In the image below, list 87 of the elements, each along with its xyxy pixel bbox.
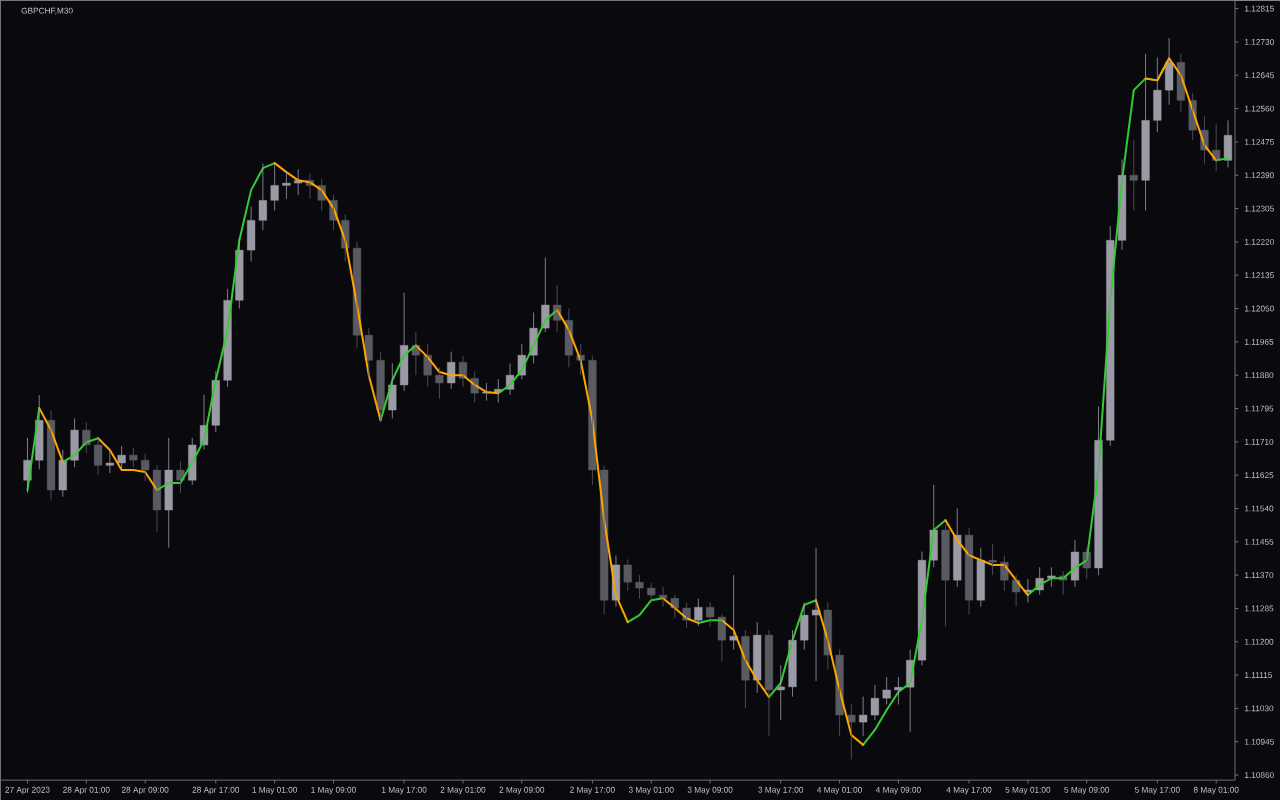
y-tick-label: 1.12730 [1245, 38, 1274, 45]
y-tick-label: 1.12815 [1245, 5, 1274, 12]
candlestick [1129, 139, 1138, 211]
x-tick-label: 2 May 01:00 [440, 786, 486, 795]
candlestick [658, 586, 668, 607]
y-tick-label: 1.11795 [1245, 405, 1274, 412]
candlestick [270, 163, 279, 211]
y-tick-label: 1.12220 [1245, 238, 1274, 245]
candlestick [882, 676, 891, 705]
candlestick [282, 170, 291, 200]
candlestick [105, 449, 114, 474]
candlestick [117, 445, 126, 470]
candlestick [753, 621, 762, 694]
candlestick [141, 453, 150, 482]
candlestick [70, 417, 79, 468]
y-tick-label: 1.12560 [1245, 105, 1274, 112]
candlestick [811, 547, 821, 682]
text: GBPCHF,M30 [21, 7, 73, 15]
candlestick [435, 366, 444, 400]
y-tick-label: 1.12475 [1245, 138, 1274, 145]
candlestick [188, 437, 197, 486]
candlestick [164, 437, 173, 549]
candlestick [894, 676, 903, 705]
candlestick [859, 696, 868, 737]
x-tick-label: 3 May 17:00 [758, 786, 804, 795]
x-tick-label: 2 May 17:00 [570, 786, 615, 795]
candlestick [1153, 57, 1162, 133]
candlestick [988, 543, 997, 576]
x-tick-label: 27 Apr 2023 [5, 786, 50, 795]
y-tick-label: 1.12390 [1245, 172, 1274, 179]
x-tick-label: 5 May 09:00 [1064, 786, 1110, 795]
candlestick [623, 558, 632, 592]
candlestick [788, 629, 797, 697]
candlestick [447, 351, 456, 390]
y-tick-label: 1.10945 [1245, 738, 1274, 745]
candlestick [670, 594, 679, 619]
x-tick-label: 5 May 01:00 [1005, 786, 1051, 795]
x-tick-label: 3 May 01:00 [628, 786, 674, 795]
y-tick-label: 1.11030 [1245, 705, 1274, 712]
candlestick [847, 704, 856, 760]
y-tick-label: 1.11710 [1245, 438, 1274, 445]
candlestick [82, 421, 91, 454]
x-tick-label: 2 May 09:00 [499, 786, 545, 795]
y-tick-label: 1.11965 [1245, 338, 1274, 345]
candlestick [647, 582, 656, 603]
y-tick-label: 1.11455 [1245, 538, 1274, 545]
x-tick-label: 28 Apr 09:00 [121, 786, 169, 795]
candlestick [376, 351, 385, 423]
y-tick-label: 1.10860 [1245, 772, 1274, 778]
x-tick-label: 5 May 17:00 [1134, 786, 1180, 795]
y-tick-label: 1.12050 [1245, 305, 1274, 312]
x-tick-label: 1 May 17:00 [381, 786, 427, 795]
y-tick-label: 1.11540 [1245, 505, 1274, 512]
x-tick-label: 28 Apr 01:00 [63, 786, 110, 795]
candlestick [46, 410, 56, 501]
candlestick [94, 437, 103, 476]
candlestick [953, 508, 962, 588]
x-tick-label: 4 May 17:00 [946, 786, 992, 795]
candlestick [1141, 53, 1150, 211]
x-tick-label: 4 May 01:00 [817, 786, 862, 795]
x-tick-label: 4 May 09:00 [875, 786, 921, 795]
y-tick-label: 1.12135 [1245, 272, 1274, 279]
y-tick-label: 1.11285 [1245, 605, 1274, 612]
y-tick-label: 1.11200 [1245, 638, 1274, 645]
y-tick-label: 1.11115 [1245, 672, 1273, 678]
y-tick-label: 1.11625 [1245, 472, 1274, 479]
y-tick-label: 1.11880 [1245, 372, 1274, 379]
candlestick [388, 362, 397, 419]
x-tick-label: 28 Apr 17:00 [192, 786, 240, 795]
candlestick [176, 460, 185, 494]
x-tick-label: 3 May 09:00 [687, 786, 733, 795]
candlestick [800, 602, 809, 650]
x-tick-label: 8 May 01:00 [1193, 786, 1239, 795]
candlestick [706, 602, 715, 627]
candlestick [694, 598, 703, 627]
candlestick [635, 574, 644, 599]
x-tick-label: 1 May 09:00 [311, 786, 356, 795]
x-tick-label: 1 May 01:00 [252, 786, 298, 795]
y-tick-label: 1.12305 [1245, 205, 1274, 212]
candlestick [776, 664, 785, 721]
candlestick [58, 449, 67, 498]
candlestick [941, 523, 950, 627]
candlestick [976, 547, 985, 607]
y-tick-label: 1.11370 [1245, 572, 1274, 578]
y-tick-label: 1.12645 [1245, 72, 1274, 79]
candlestick [423, 343, 432, 388]
candlestick [129, 447, 138, 468]
